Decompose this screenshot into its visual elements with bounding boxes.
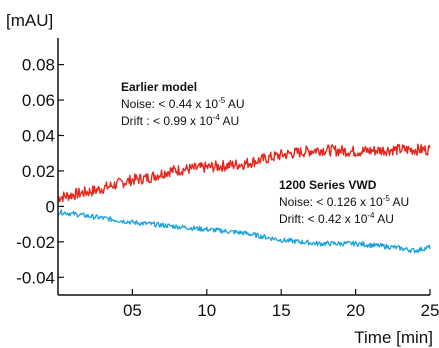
x-tick-label: 15: [272, 301, 291, 320]
y-tick-label: 0.06: [22, 91, 55, 110]
drift-unit: AU: [375, 212, 394, 226]
y-tick-label: 0.02: [22, 162, 55, 181]
y-tick-label: 0: [46, 197, 55, 216]
annotation-title: Earlier model: [121, 80, 197, 94]
y-axis-label: [mAU]: [6, 11, 53, 30]
noise-exponent: -5: [383, 194, 391, 203]
noise-unit: AU: [225, 97, 244, 111]
y-tick-label: 0.04: [22, 126, 55, 145]
noise-exponent: -5: [218, 96, 226, 105]
drift-exponent: -4: [213, 113, 221, 122]
series-line-1200-series-vwd: [57, 209, 431, 254]
series-line-earlier-model: [57, 143, 431, 203]
annotation-noise: Noise: < 0.126 x 10-5 AU: [279, 194, 409, 209]
x-tick-label: 20: [346, 301, 365, 320]
annotation-earlier-model: Earlier model Noise: < 0.44 x 10-5 AU Dr…: [121, 80, 245, 128]
y-ticks: 0.08 0.06 0.04 0.02 0 -0.02 -0.04: [16, 56, 64, 287]
annotation-drift: Drift: < 0.42 x 10-4 AU: [279, 211, 394, 226]
drift-exponent: -4: [367, 211, 375, 220]
y-tick-label: 0.08: [22, 56, 55, 75]
noise-text: Noise: < 0.44 x 10: [121, 97, 218, 111]
x-axis-label: Time [min]: [354, 328, 433, 347]
noise-unit: AU: [390, 195, 409, 209]
x-tick-label: 25: [421, 301, 439, 320]
x-ticks: 05 10 15 20 25: [123, 289, 439, 320]
series-layer: [57, 143, 431, 254]
annotation-drift: Drift : < 0.99 x 10-4 AU: [121, 113, 239, 128]
annotation-noise: Noise: < 0.44 x 10-5 AU: [121, 96, 245, 111]
drift-text: Drift : < 0.99 x 10: [121, 114, 213, 128]
x-tick-label: 05: [123, 301, 142, 320]
annotation-1200-series-vwd: 1200 Series VWD Noise: < 0.126 x 10-5 AU…: [279, 178, 409, 226]
annotation-title: 1200 Series VWD: [279, 178, 377, 192]
drift-unit: AU: [220, 114, 239, 128]
y-tick-label: -0.04: [16, 268, 55, 287]
drift-text: Drift: < 0.42 x 10: [279, 212, 368, 226]
noise-text: Noise: < 0.126 x 10: [279, 195, 383, 209]
y-tick-label: -0.02: [16, 233, 55, 252]
x-tick-label: 10: [197, 301, 216, 320]
